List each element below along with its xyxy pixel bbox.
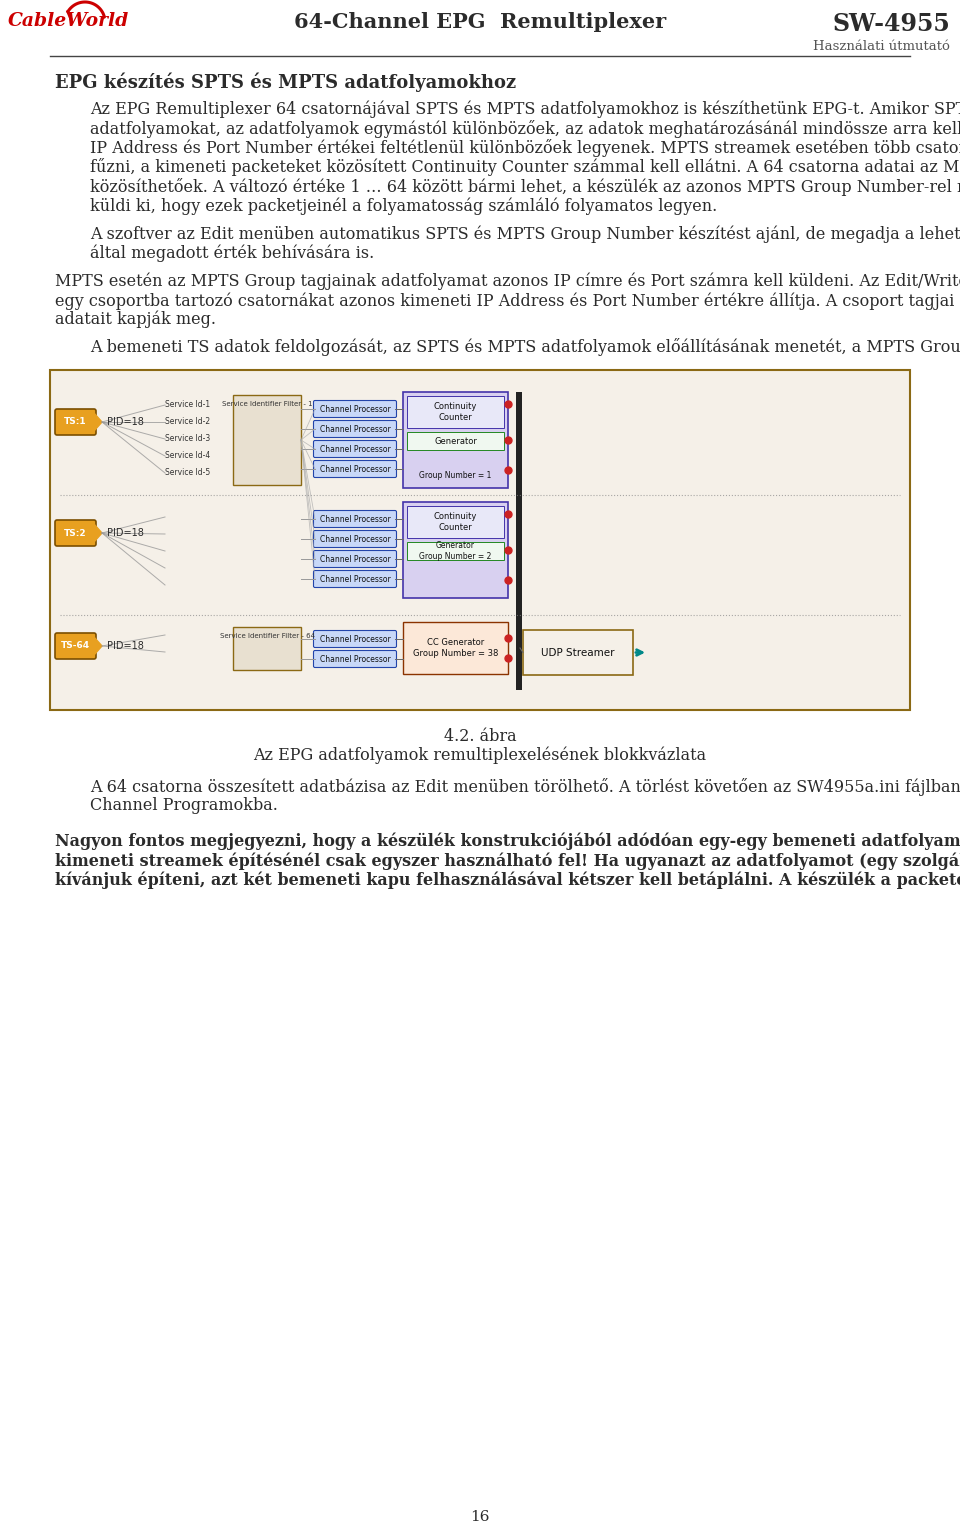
Text: Service Id-3: Service Id-3 [165, 434, 210, 443]
Bar [233, 396, 301, 484]
FancyBboxPatch shape [314, 570, 396, 587]
Text: Az EPG Remultiplexer 64 csatornájával SPTS és MPTS adatfolyamokhoz is készíthetü: Az EPG Remultiplexer 64 csatornájával SP… [90, 99, 960, 118]
Text: MPTS esetén az MPTS Group tagjainak adatfolyamat azonos IP címre és Port számra : MPTS esetén az MPTS Group tagjainak adat… [55, 272, 960, 289]
Text: Channel Processor: Channel Processor [320, 535, 391, 544]
Text: Használati útmutató: Használati útmutató [813, 40, 950, 53]
Text: Channel Processor: Channel Processor [320, 515, 391, 524]
Text: Service Id-1: Service Id-1 [165, 400, 210, 410]
Text: Channel Processor: Channel Processor [320, 465, 391, 474]
Text: Channel Processor: Channel Processor [320, 405, 391, 414]
Text: A bemeneti TS adatok feldolgozását, az SPTS és MPTS adatfolyamok előállításának : A bemeneti TS adatok feldolgozását, az S… [90, 339, 960, 356]
Text: CC Generator
Group Number = 38: CC Generator Group Number = 38 [413, 639, 498, 659]
FancyBboxPatch shape [314, 510, 396, 527]
Bar [407, 506, 504, 538]
Text: egy csoportba tartozó csatornákat azonos kimeneti IP Address és Port Number érté: egy csoportba tartozó csatornákat azonos… [55, 292, 960, 310]
Text: EPG készítés SPTS és MPTS adatfolyamokhoz: EPG készítés SPTS és MPTS adatfolyamokho… [55, 72, 516, 92]
Text: Channel Processor: Channel Processor [320, 634, 391, 643]
Text: TS:1: TS:1 [64, 417, 86, 426]
Polygon shape [94, 413, 102, 431]
Text: Continuity
Counter: Continuity Counter [434, 512, 477, 532]
Text: TS-64: TS-64 [60, 642, 90, 651]
Text: kívánjuk építeni, azt két bemeneti kapu felhasználásával kétszer kell betáplálni: kívánjuk építeni, azt két bemeneti kapu … [55, 871, 960, 889]
Polygon shape [94, 524, 102, 542]
Text: Nagyon fontos megjegyezni, hogy a készülék konstrukciójából adódóan egy-egy beme: Nagyon fontos megjegyezni, hogy a készül… [55, 833, 960, 850]
Text: Service Identifier Filter - 1: Service Identifier Filter - 1 [222, 400, 312, 406]
FancyBboxPatch shape [314, 440, 396, 457]
Text: Generator: Generator [434, 437, 477, 446]
Bar [233, 626, 301, 669]
Text: Channel Processor: Channel Processor [320, 555, 391, 564]
Text: Channel Processor: Channel Processor [320, 445, 391, 454]
Text: Channel Programokba.: Channel Programokba. [90, 798, 277, 814]
FancyBboxPatch shape [314, 631, 396, 648]
Text: közösíthetőek. A változó értéke 1 … 64 között bármi lehet, a készülék az azonos : közösíthetőek. A változó értéke 1 … 64 k… [90, 177, 960, 196]
Text: Service Id-4: Service Id-4 [165, 451, 210, 460]
Text: Channel Processor: Channel Processor [320, 654, 391, 663]
Bar [403, 393, 508, 487]
Bar [50, 370, 910, 711]
Text: küldi ki, hogy ezek packetjeinél a folyamatosság számláló folyamatos legyen.: küldi ki, hogy ezek packetjeinél a folya… [90, 197, 717, 215]
Text: IP Address és Port Number értékei feltétlenül különbözőek legyenek. MPTS streame: IP Address és Port Number értékei feltét… [90, 139, 960, 157]
Text: 4.2. ábra: 4.2. ábra [444, 727, 516, 746]
FancyBboxPatch shape [314, 400, 396, 417]
Bar [523, 630, 633, 675]
Bar [407, 432, 504, 451]
Text: Group Number = 1: Group Number = 1 [420, 472, 492, 480]
Text: PID=18: PID=18 [107, 642, 144, 651]
Text: által megadott érték behívására is.: által megadott érték behívására is. [90, 244, 374, 261]
Text: adatait kapják meg.: adatait kapják meg. [55, 312, 216, 329]
Text: Generator
Group Number = 2: Generator Group Number = 2 [420, 541, 492, 561]
Text: SW-4955: SW-4955 [832, 12, 950, 37]
Text: CableWorld: CableWorld [8, 12, 130, 31]
FancyBboxPatch shape [314, 420, 396, 437]
FancyBboxPatch shape [314, 530, 396, 547]
Bar [403, 503, 508, 597]
Bar [516, 393, 522, 691]
Text: adatfolyamokat, az adatfolyamok egymástól különbözőek, az adatok meghatározásáná: adatfolyamokat, az adatfolyamok egymástó… [90, 119, 960, 138]
Text: PID=18: PID=18 [107, 529, 144, 538]
Text: Service Id-2: Service Id-2 [165, 417, 210, 426]
FancyBboxPatch shape [314, 550, 396, 567]
Text: kimeneti streamek építésénél csak egyszer használható fel! Ha ugyanazt az adatfo: kimeneti streamek építésénél csak egysze… [55, 853, 960, 869]
Polygon shape [94, 637, 102, 656]
FancyBboxPatch shape [314, 651, 396, 668]
Text: Service Identifier Filter - 64: Service Identifier Filter - 64 [220, 633, 315, 639]
Text: PID=18: PID=18 [107, 417, 144, 426]
Text: Az EPG adatfolyamok remultiplexelésének blokkvázlata: Az EPG adatfolyamok remultiplexelésének … [253, 746, 707, 764]
Text: 16: 16 [470, 1510, 490, 1523]
FancyBboxPatch shape [55, 410, 96, 435]
Bar [403, 622, 508, 674]
Text: TS:2: TS:2 [64, 529, 86, 538]
Text: UDP Streamer: UDP Streamer [541, 648, 614, 657]
FancyBboxPatch shape [55, 633, 96, 659]
Text: fűzni, a kimeneti packeteket közösített Continuity Counter számmal kell ellátni.: fűzni, a kimeneti packeteket közösített … [90, 159, 960, 177]
Text: A 64 csatorna összesített adatbázisa az Edit menüben törölhető. A törlést követő: A 64 csatorna összesített adatbázisa az … [90, 778, 960, 796]
Text: Service Id-5: Service Id-5 [165, 468, 210, 477]
FancyBboxPatch shape [55, 520, 96, 545]
Text: Channel Processor: Channel Processor [320, 575, 391, 584]
Bar [407, 542, 504, 559]
Bar [407, 396, 504, 428]
FancyBboxPatch shape [314, 460, 396, 477]
Text: Continuity
Counter: Continuity Counter [434, 402, 477, 422]
Text: A szoftver az Edit menüben automatikus SPTS és MPTS Group Number készítést ajánl: A szoftver az Edit menüben automatikus S… [90, 225, 960, 243]
Text: Channel Processor: Channel Processor [320, 425, 391, 434]
Text: 64-Channel EPG  Remultiplexer: 64-Channel EPG Remultiplexer [294, 12, 666, 32]
